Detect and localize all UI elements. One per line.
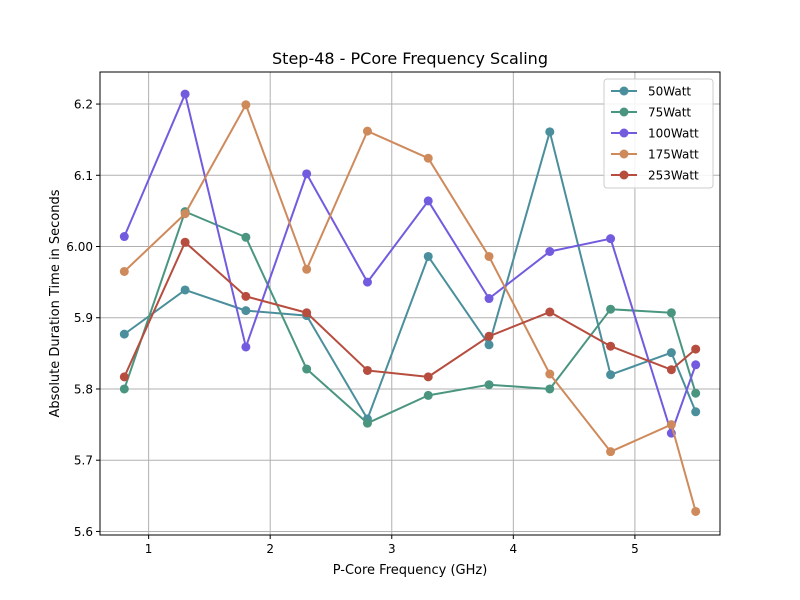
data-point <box>119 384 129 394</box>
data-point <box>241 100 251 110</box>
grid-lines <box>100 72 720 535</box>
y-tick-label: 6.2 <box>74 98 93 112</box>
y-axis-label: Absolute Duration Time in Seconds <box>48 189 63 417</box>
series-175Watt <box>119 100 701 516</box>
data-point <box>691 407 701 417</box>
data-point <box>666 420 676 430</box>
y-tick-label: 5.6 <box>74 525 93 539</box>
data-point <box>362 365 372 375</box>
data-point <box>362 418 372 428</box>
series-layer <box>119 89 701 516</box>
y-tick-label: 6.00 <box>66 240 93 254</box>
data-point <box>545 369 555 379</box>
y-tick-label: 5.7 <box>74 454 93 468</box>
data-point <box>606 370 616 380</box>
data-point <box>666 365 676 375</box>
data-point <box>119 266 129 276</box>
data-point <box>241 232 251 242</box>
legend-marker <box>619 86 629 96</box>
data-point <box>180 209 190 219</box>
data-point <box>484 331 494 341</box>
data-point <box>606 234 616 244</box>
x-tick-label: 4 <box>510 542 518 556</box>
y-tick-label: 5.8 <box>74 382 93 396</box>
data-point <box>119 329 129 339</box>
series-50Watt <box>119 127 701 424</box>
data-point <box>606 341 616 351</box>
data-point <box>606 304 616 314</box>
x-tick-label: 5 <box>631 542 639 556</box>
data-point <box>545 307 555 317</box>
data-point <box>119 232 129 242</box>
x-tick-label: 1 <box>145 542 153 556</box>
legend-marker <box>619 149 629 159</box>
data-point <box>545 127 555 137</box>
legend-marker <box>619 128 629 138</box>
legend-marker <box>619 107 629 117</box>
data-point <box>545 384 555 394</box>
data-point <box>666 348 676 358</box>
data-point <box>691 360 701 370</box>
series-75Watt <box>119 207 701 428</box>
data-point <box>691 506 701 516</box>
data-point <box>423 372 433 382</box>
y-tick-label: 6.1 <box>74 169 93 183</box>
legend-label: 50Watt <box>648 85 691 99</box>
data-point <box>423 251 433 261</box>
data-point <box>484 251 494 261</box>
data-point <box>302 308 312 318</box>
data-point <box>180 237 190 247</box>
data-point <box>362 126 372 136</box>
data-point <box>241 306 251 316</box>
y-tick-label: 5.9 <box>74 311 93 325</box>
data-point <box>545 247 555 256</box>
data-point <box>484 380 494 390</box>
data-point <box>180 285 190 295</box>
data-point <box>691 344 701 354</box>
data-point <box>606 447 616 457</box>
legend-frame <box>603 78 714 189</box>
x-tick-label: 3 <box>388 542 396 556</box>
chart-title: Step-48 - PCore Frequency Scaling <box>272 49 548 68</box>
x-axis-ticks: 1 2 3 4 5 <box>145 535 639 556</box>
data-point <box>241 342 251 352</box>
data-point <box>691 388 701 398</box>
data-point <box>484 340 494 350</box>
data-point <box>362 277 372 287</box>
legend-label: 253Watt <box>648 169 699 183</box>
data-point <box>666 308 676 318</box>
y-axis-ticks: 5.6 5.7 5.8 5.9 6.00 6.1 6.2 <box>66 98 100 539</box>
data-point <box>302 264 312 274</box>
x-axis-label: P-Core Frequency (GHz) <box>333 563 488 578</box>
legend-label: 175Watt <box>648 148 699 162</box>
data-point <box>484 294 494 304</box>
data-point <box>119 372 129 382</box>
data-point <box>302 169 312 179</box>
legend: 50Watt 75Watt 100Watt 175Watt 253Watt <box>603 78 714 189</box>
data-point <box>180 89 190 99</box>
legend-marker <box>619 170 629 180</box>
data-point <box>423 390 433 400</box>
series-253Watt <box>119 237 701 382</box>
legend-label: 100Watt <box>648 127 699 141</box>
data-point <box>423 196 433 206</box>
legend-label: 75Watt <box>648 106 691 120</box>
data-point <box>302 364 312 374</box>
x-tick-label: 2 <box>266 542 274 556</box>
data-point <box>241 291 251 301</box>
data-point <box>423 153 433 163</box>
plot-frame <box>99 71 721 536</box>
